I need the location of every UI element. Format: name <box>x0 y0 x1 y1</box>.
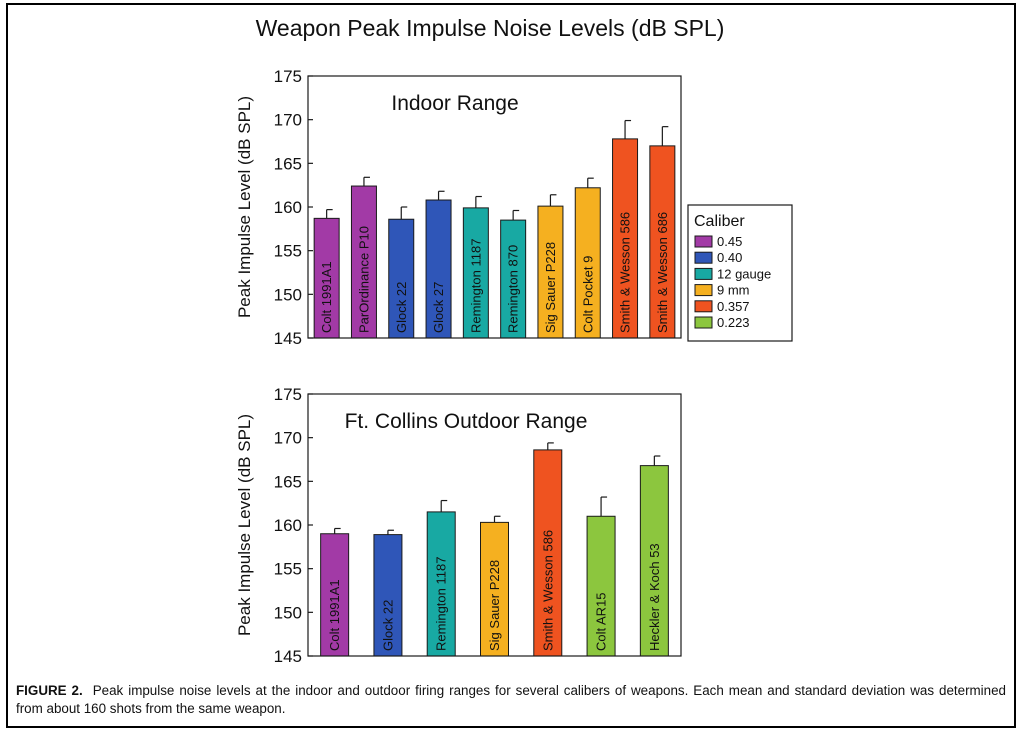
bar <box>639 465 669 657</box>
legend-swatch <box>694 316 713 329</box>
bar-label: Colt AR15 <box>594 592 609 651</box>
legend-item-label: 0.357 <box>717 299 750 314</box>
outdoor-range-panel: Colt 1991A1 Glock 22 Remington 1187 Sig Sau… <box>235 385 682 666</box>
bar <box>388 218 415 339</box>
y-tick-label: 145 <box>274 647 302 666</box>
legend-swatch <box>694 267 713 280</box>
bar <box>537 205 564 339</box>
indoor-range-panel: Colt 1991A1 ParOrdinance P10 Glock 22 Glock… <box>235 67 682 348</box>
y-tick-label: 160 <box>274 516 302 535</box>
bar-label: Colt 1991A1 <box>319 261 334 333</box>
y-tick-label: 170 <box>274 429 302 448</box>
bar-label: Sig Sauer P228 <box>543 242 558 333</box>
caption-lead: FIGURE 2. <box>16 683 83 698</box>
panel-title: Ft. Collins Outdoor Range <box>345 410 588 433</box>
y-tick-label: 175 <box>274 67 302 86</box>
bar-label: Colt Pocket 9 <box>580 256 595 333</box>
y-tick-label: 165 <box>274 472 302 491</box>
legend-title: Caliber <box>694 213 745 230</box>
y-axis-label: Peak Impulse Level (dB SPL) <box>235 96 254 318</box>
figure-frame <box>6 3 1016 728</box>
y-tick-label: 165 <box>274 154 302 173</box>
bar-label: Remington 1187 <box>434 557 449 651</box>
figure-charts: Weapon Peak Impulse Noise Levels (dB SPL… <box>235 15 793 666</box>
bar-label: Remington 870 <box>506 245 521 333</box>
bar-label: Glock 22 <box>394 282 409 333</box>
legend-item-label: 12 gauge <box>717 266 771 281</box>
bar-label: Smith & Wesson 586 <box>540 530 555 651</box>
bar <box>350 185 377 339</box>
bar-label: ParOrdinance P10 <box>356 226 371 333</box>
y-tick-label: 145 <box>274 329 302 348</box>
bar <box>373 534 403 657</box>
bar <box>574 187 601 339</box>
y-tick-label: 150 <box>274 603 302 622</box>
y-tick-label: 175 <box>274 385 302 404</box>
y-tick-label: 170 <box>274 111 302 130</box>
bar <box>320 533 350 657</box>
y-tick-label: 155 <box>274 242 302 261</box>
legend-swatch <box>694 284 713 297</box>
bar <box>533 449 563 657</box>
legend-item-label: 0.40 <box>717 250 742 265</box>
y-axis-label: Peak Impulse Level (dB SPL) <box>235 414 254 636</box>
bar-label: Heckler & Koch 53 <box>647 543 662 651</box>
bar-label: Remington 1187 <box>468 239 483 333</box>
bar-label: Smith & Wesson 586 <box>618 212 633 333</box>
bar-label: Colt 1991A1 <box>327 579 342 651</box>
legend-item-label: 0.45 <box>717 234 742 249</box>
bar-label: Smith & Wesson 686 <box>655 212 670 333</box>
bar <box>649 145 676 339</box>
legend-item-label: 9 mm <box>717 283 750 298</box>
bar-label: Sig Sauer P228 <box>487 560 502 651</box>
y-tick-label: 160 <box>274 198 302 217</box>
bar <box>425 199 452 339</box>
bar-label: Glock 27 <box>431 282 446 333</box>
bar <box>480 521 509 657</box>
bar <box>426 511 456 657</box>
bar <box>313 217 340 339</box>
y-tick-label: 150 <box>274 285 302 304</box>
bar <box>500 219 527 339</box>
legend-swatch <box>694 251 713 264</box>
legend-swatch <box>694 300 713 313</box>
y-tick-label: 155 <box>274 560 302 579</box>
figure-title: Weapon Peak Impulse Noise Levels (dB SPL… <box>256 15 725 41</box>
bar <box>612 138 639 339</box>
legend-swatch <box>694 235 713 248</box>
legend-item-label: 0.223 <box>717 315 750 330</box>
figure-caption: FIGURE 2. Peak impulse noise levels at th… <box>16 682 1006 718</box>
panel-title: Indoor Range <box>391 92 518 115</box>
bar-label: Glock 22 <box>380 600 395 651</box>
caption-text: Peak impulse noise levels at the indoor … <box>16 683 1006 716</box>
